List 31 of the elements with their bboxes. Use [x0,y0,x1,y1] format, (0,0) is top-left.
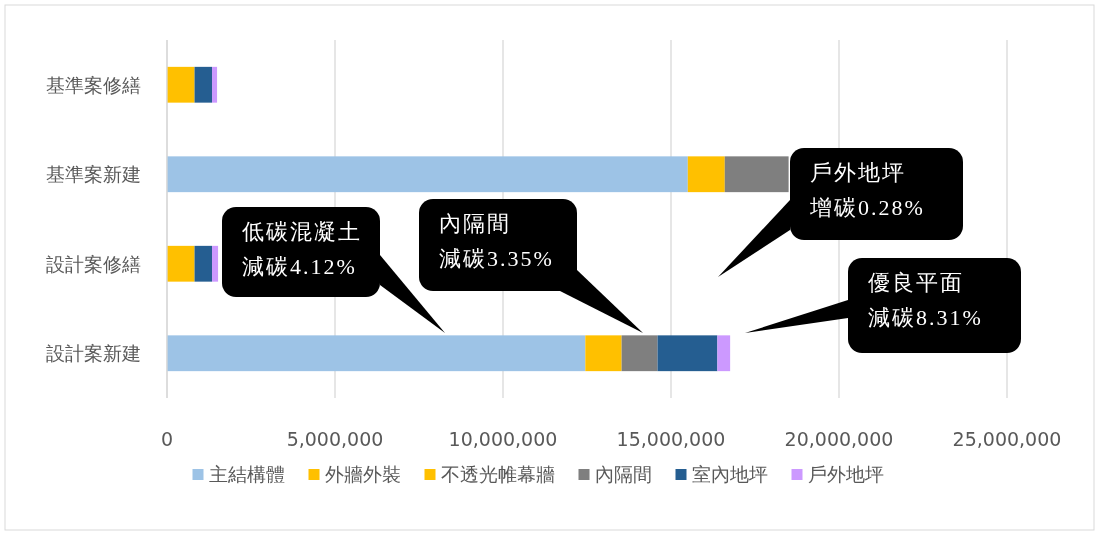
annotation: 低碳混凝土減碳4.12% [242,219,362,279]
bar [212,245,219,282]
x-tick-label: 25,000,000 [952,428,1062,450]
bar [657,335,718,372]
legend-label: 內隔間 [594,463,652,485]
y-tick-label: 設計案新建 [46,342,141,365]
bar [717,335,731,372]
bar [167,66,195,103]
bar [724,156,789,193]
legend-label: 外牆外裝 [324,463,401,485]
legend-label: 戶外地坪 [807,463,884,485]
legend-label: 室內地坪 [691,463,768,485]
x-tick-label: 5,000,000 [286,428,384,450]
bar [687,156,725,193]
bar [194,245,213,282]
legend-label: 主結構體 [208,463,285,485]
bar [621,335,658,372]
bar [585,335,622,372]
annotation: 戶外地坪增碳0.28% [809,160,925,220]
x-tick-label: 0 [160,428,174,450]
bar [167,156,688,193]
x-tick-label: 10,000,000 [448,428,558,450]
y-tick-label: 基準案修繕 [46,73,141,96]
bar [194,66,213,103]
bar [167,335,586,372]
y-tick-label: 基準案新建 [46,163,141,186]
y-tick-label: 設計案修繕 [46,252,141,275]
bar [167,245,195,282]
x-tick-label: 15,000,000 [616,428,726,450]
bar [212,66,218,103]
x-tick-label: 20,000,000 [784,428,894,450]
